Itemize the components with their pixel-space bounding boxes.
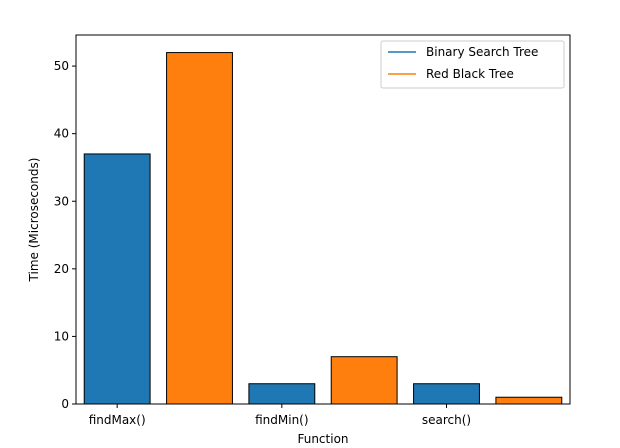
y-tick-label: 10 (54, 329, 69, 343)
x-tick-label: findMin() (255, 413, 308, 427)
bar-binary-search-tree-findmin (248, 383, 316, 405)
legend-box (380, 40, 565, 89)
y-tick-label: 40 (54, 127, 69, 141)
y-axis-ticks: 0 10 20 30 40 50 (54, 59, 76, 411)
y-tick-label: 30 (54, 194, 69, 208)
legend-label-binary-search-tree: Binary Search Tree (426, 45, 538, 59)
x-axis-ticks: findMax() findMin() search() (89, 404, 471, 427)
y-tick-label: 50 (54, 59, 69, 73)
bar-binary-search-tree-search (413, 383, 480, 405)
legend: Binary Search Tree Red Black Tree (380, 40, 565, 89)
y-axis-label: Time (Microseconds) (27, 158, 41, 283)
x-tick-label: findMax() (89, 413, 146, 427)
y-tick-label: 20 (54, 262, 69, 276)
bar-red-black-tree-search (495, 396, 563, 405)
bar-binary-search-tree-findmax (83, 153, 151, 405)
bar-red-black-tree-findmin (330, 356, 398, 405)
bars-layer (83, 52, 563, 405)
y-tick-label: 0 (61, 397, 69, 411)
x-tick-label: search() (422, 413, 471, 427)
x-axis-label: Function (297, 432, 348, 446)
legend-label-red-black-tree: Red Black Tree (426, 67, 514, 81)
bar-red-black-tree-findmax (166, 52, 233, 405)
plot-frame (75, 34, 571, 405)
